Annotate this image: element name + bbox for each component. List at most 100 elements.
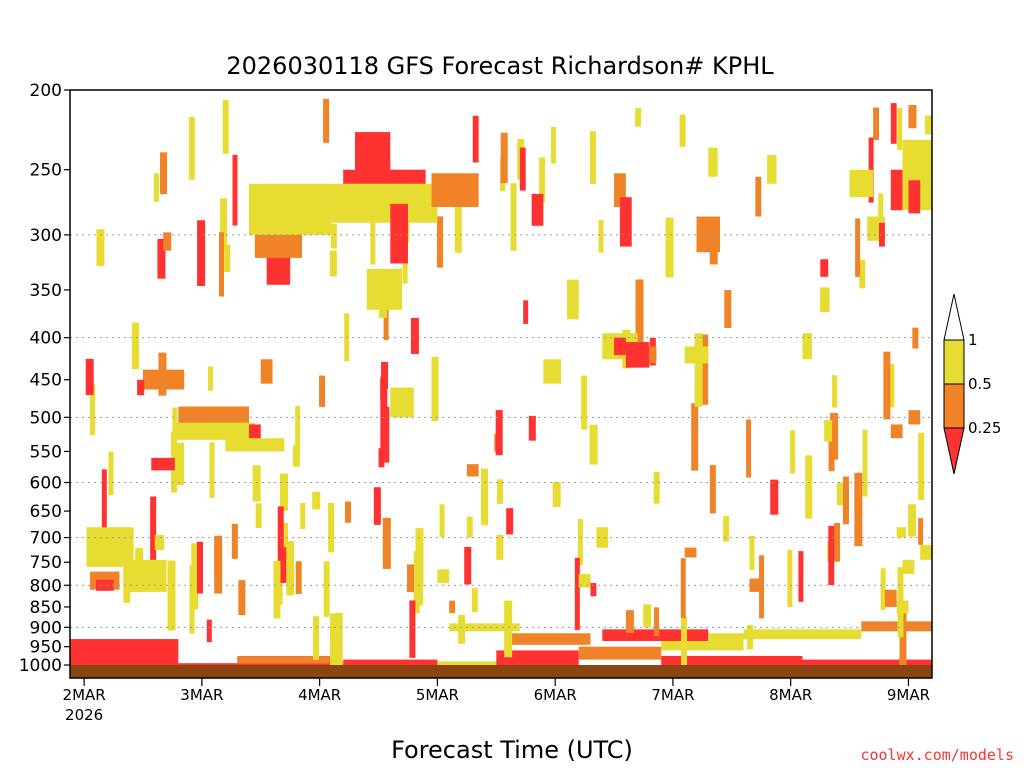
y-tick-label: 400 [30,329,62,349]
y-tick-label: 600 [30,473,62,493]
heatmap-strip [458,614,466,644]
heatmap-cell [125,559,167,592]
heatmap-cell [890,103,897,144]
colorbar-legend: 1 0.5 0.25 [943,293,1001,475]
heatmap-strip [924,115,932,135]
heatmap-strip [464,546,472,585]
heatmap-cell [496,535,504,560]
heatmap-strip [222,99,229,154]
legend-band-orange [943,383,965,429]
heatmap-strip [108,451,114,496]
heatmap-strip [855,218,861,277]
y-tick-label: 200 [30,81,62,101]
heatmap-strip [330,613,337,665]
heatmap-strip [295,406,301,454]
heatmap-cell [767,155,777,184]
heatmap-strip [908,105,917,129]
heatmap-strip [323,561,330,617]
heatmap-strip [313,616,320,660]
heatmap-strip [643,604,652,628]
heatmap-cells [70,98,932,665]
heatmap-strip [436,216,443,268]
heatmap-band [496,650,579,665]
y-tick-label: 750 [30,553,62,573]
credit-link[interactable]: coolwx.com/models [860,746,1014,764]
heatmap-strip [679,114,686,147]
heatmap-cell [95,579,114,591]
heatmap-cell [378,448,385,468]
heatmap-cell [137,379,145,396]
heatmap-band [661,655,803,665]
heatmap-cell [755,176,762,217]
heatmap-cell [908,410,921,425]
x-tick-label: 2MAR [63,686,106,704]
x-tick-label: 3MAR [180,686,223,704]
heatmap-strip [832,375,838,408]
heatmap-strip [834,523,841,562]
heatmap-cell [849,169,874,198]
x-tick-label: 4MAR [298,686,341,704]
y-tick-label: 950 [30,638,62,658]
y-tick-label: 1000 [19,656,62,676]
heatmap-strip [589,424,598,465]
heatmap-strip [370,207,376,265]
heatmap-strip [209,442,215,498]
x-axis-ticks: 2MAR 2026 3MAR 4MAR 5MAR 6MAR 7MAR 8MAR 9MAR [63,678,930,724]
heatmap-cell [696,216,721,253]
heatmap-strip [724,290,732,329]
x-tick-label: 8MAR [769,686,812,704]
legend-label-0.25: 0.25 [968,419,1001,437]
heatmap-strip [224,244,231,273]
heatmap-strip [770,479,779,515]
heatmap-cell [920,545,932,560]
heatmap-strip [131,322,139,370]
heatmap-strip [101,469,107,535]
y-tick-label: 300 [30,226,62,246]
heatmap-strip [328,503,335,553]
heatmap-strip [282,522,289,550]
heatmap-cell [437,569,450,584]
heatmap-strip [300,503,306,530]
heatmap-strip [551,126,557,164]
heatmap-strip [380,376,388,450]
heatmap-strip [323,98,330,143]
heatmap-cell [896,600,909,614]
heatmap-band [508,633,591,645]
heatmap-cell [684,346,709,364]
heatmap-strip [912,327,919,349]
heatmap-strip [219,232,225,297]
heatmap-strip [918,432,925,501]
heatmap-strip [552,481,561,507]
heatmap-strip [506,508,514,535]
x-tick-label: 7MAR [651,686,694,704]
heatmap-strip [854,472,863,547]
heatmap-strip [295,561,302,595]
heatmap-strip [188,116,195,180]
heatmap-cell [143,369,185,390]
heatmap-cell [248,424,261,439]
heatmap-cell [625,342,650,368]
y-tick-label: 900 [30,618,62,638]
heatmap-strip [402,244,408,284]
heatmap-strip [384,406,390,463]
y-axis-ticks: 200 250 300 350 400 450 500 550 600 650 700 750 8008… [19,81,70,676]
heatmap-cell [154,535,165,551]
heatmap-cell [566,279,579,320]
heatmap-strip [749,535,755,570]
heatmap-cell [590,583,597,597]
heatmap-strip [85,358,94,396]
y-tick-label: 350 [30,281,62,301]
heatmap-strip [197,220,206,287]
heatmap-cell [390,203,408,264]
heatmap-cell [178,406,249,428]
heatmap-strip [883,351,891,420]
heatmap-cell [908,180,921,214]
heatmap-strip [528,415,536,441]
y-tick-label: 650 [30,502,62,522]
legend-band-yellow [943,339,965,385]
heatmap-cell [708,147,718,177]
heatmap-cell [331,183,438,223]
heatmap-strip [381,361,389,389]
heatmap-cell [472,115,479,163]
heatmap-strip [798,551,804,602]
